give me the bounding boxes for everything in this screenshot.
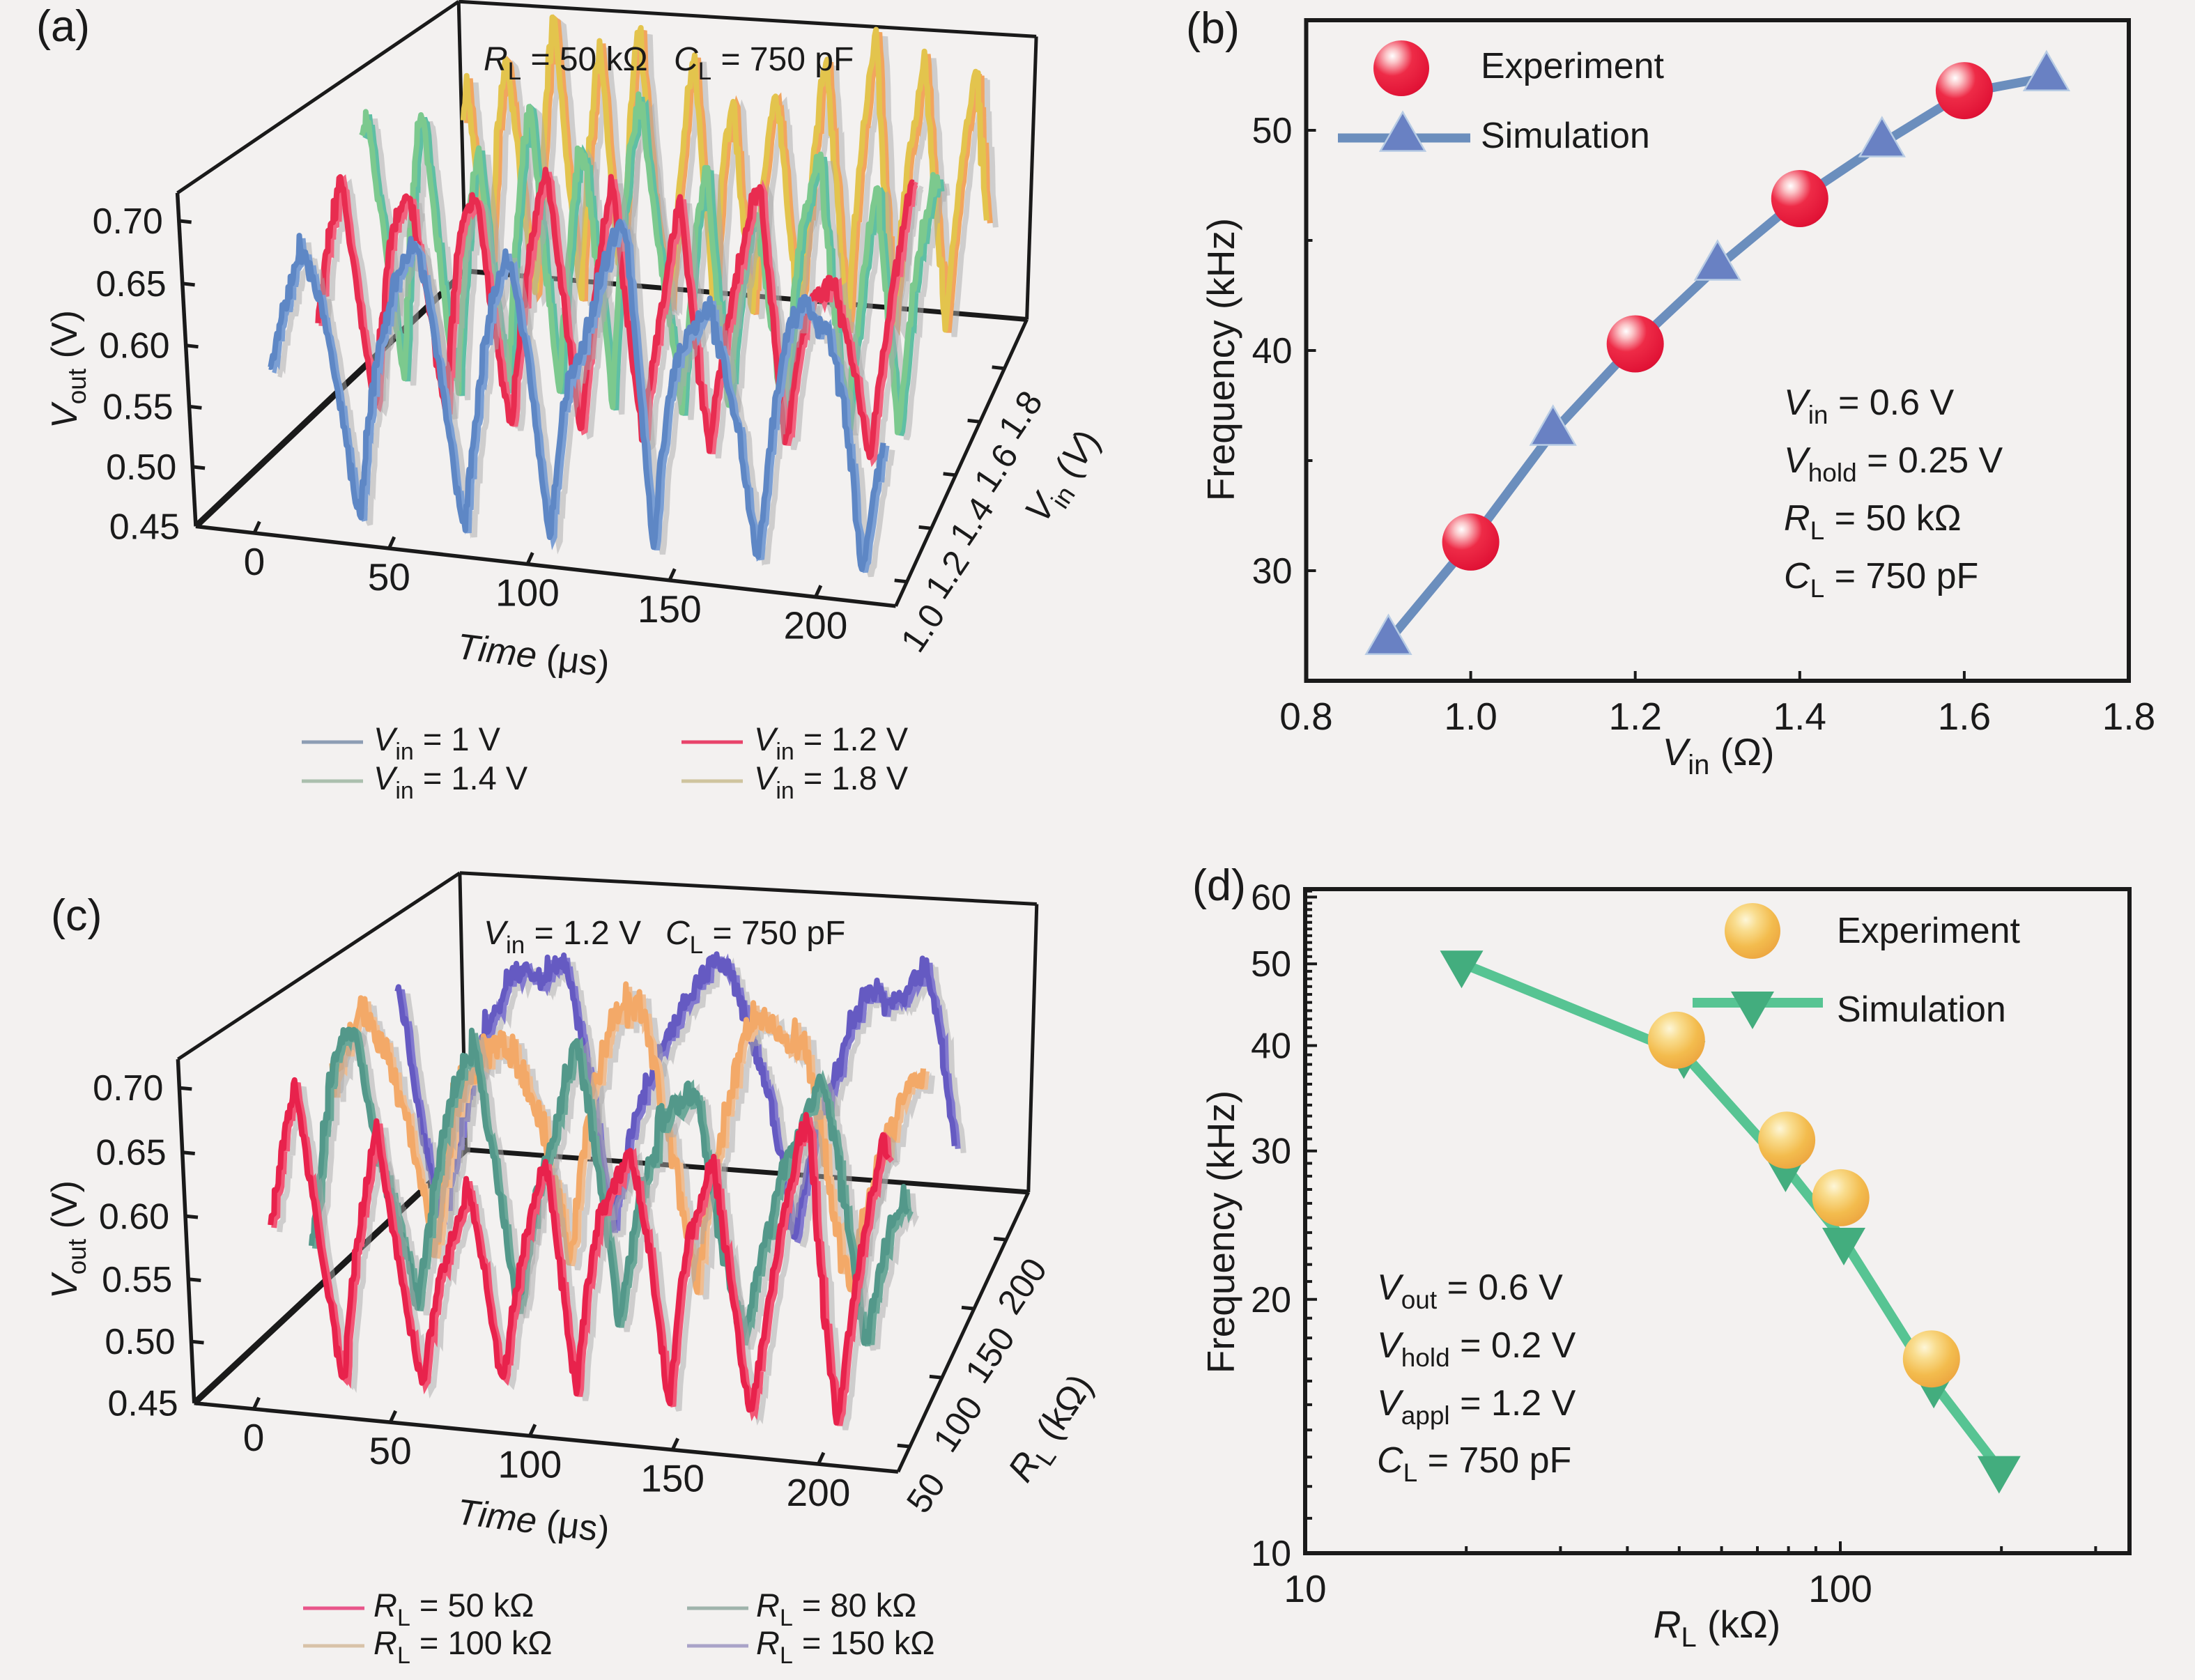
svg-text:0.55: 0.55 [102, 1260, 172, 1300]
svg-text:200: 200 [784, 604, 848, 647]
svg-text:Vin = 1.2 V: Vin = 1.2 V [754, 720, 909, 765]
svg-text:0.45: 0.45 [107, 1384, 178, 1424]
svg-text:0: 0 [244, 540, 265, 583]
svg-text:0.55: 0.55 [102, 387, 173, 427]
svg-text:0.50: 0.50 [105, 1322, 175, 1362]
svg-text:100: 100 [1808, 1567, 1872, 1610]
svg-text:CL = 750 pF: CL = 750 pF [665, 915, 845, 959]
svg-text:Vin = 1 V: Vin = 1 V [373, 720, 501, 765]
svg-text:Vout (V): Vout (V) [45, 310, 91, 429]
svg-text:30: 30 [1251, 1132, 1291, 1172]
svg-text:50: 50 [369, 1429, 412, 1472]
svg-text:Time (μs): Time (μs) [454, 1492, 612, 1550]
svg-text:1.6: 1.6 [1938, 695, 1991, 738]
svg-text:Experiment: Experiment [1837, 911, 2021, 951]
svg-text:1.4: 1.4 [1773, 695, 1826, 738]
svg-text:(d): (d) [1192, 861, 1246, 910]
svg-text:0.70: 0.70 [93, 1068, 163, 1109]
svg-text:10: 10 [1251, 1534, 1291, 1574]
svg-text:150: 150 [638, 587, 702, 631]
svg-text:(b): (b) [1186, 4, 1240, 53]
svg-text:1.2: 1.2 [1608, 695, 1661, 738]
svg-text:30: 30 [1252, 551, 1293, 592]
svg-text:RL = 50 kΩ: RL = 50 kΩ [484, 41, 647, 85]
svg-text:(c): (c) [51, 891, 102, 940]
svg-text:0.60: 0.60 [99, 326, 169, 367]
svg-text:Vin = 0.6 V: Vin = 0.6 V [1784, 383, 1954, 429]
svg-text:0: 0 [243, 1416, 265, 1459]
svg-text:Time (μs): Time (μs) [454, 626, 612, 685]
svg-text:40: 40 [1252, 331, 1293, 371]
svg-text:0.70: 0.70 [93, 201, 163, 242]
svg-text:(a): (a) [36, 2, 90, 51]
svg-text:20: 20 [1251, 1280, 1291, 1320]
svg-text:50: 50 [1252, 111, 1293, 151]
svg-text:10: 10 [1284, 1567, 1326, 1610]
svg-text:Vin = 1.8 V: Vin = 1.8 V [754, 760, 909, 804]
svg-text:Simulation: Simulation [1481, 116, 1650, 156]
svg-text:0.50: 0.50 [106, 447, 176, 488]
svg-text:Experiment: Experiment [1481, 46, 1665, 86]
svg-text:0.65: 0.65 [95, 264, 166, 305]
svg-text:1.8: 1.8 [2102, 695, 2155, 738]
svg-text:50: 50 [1251, 944, 1291, 985]
svg-text:100: 100 [498, 1443, 562, 1486]
svg-text:1.0: 1.0 [1444, 695, 1497, 738]
svg-text:150: 150 [640, 1457, 704, 1500]
svg-text:RL (kΩ): RL (kΩ) [1654, 1603, 1781, 1653]
svg-text:RL = 50 kΩ: RL = 50 kΩ [1784, 498, 1962, 545]
svg-text:Frequency (kHz): Frequency (kHz) [1199, 1091, 1242, 1373]
svg-text:0.45: 0.45 [109, 507, 180, 547]
svg-text:RL = 150 kΩ: RL = 150 kΩ [756, 1624, 935, 1669]
svg-text:40: 40 [1251, 1026, 1291, 1067]
svg-text:CL = 750 pF: CL = 750 pF [674, 41, 854, 85]
svg-text:Vout = 0.6 V: Vout = 0.6 V [1377, 1267, 1563, 1314]
svg-text:200: 200 [787, 1471, 851, 1514]
svg-text:Vout (V): Vout (V) [45, 1180, 91, 1299]
svg-text:Vhold = 0.25 V: Vhold = 0.25 V [1784, 440, 2003, 487]
svg-text:100: 100 [495, 571, 560, 615]
svg-text:CL = 750 pF: CL = 750 pF [1784, 556, 1978, 603]
svg-text:Vin = 1.4 V: Vin = 1.4 V [373, 760, 528, 804]
svg-text:RL = 100 kΩ: RL = 100 kΩ [373, 1624, 553, 1669]
svg-text:RL = 80 kΩ: RL = 80 kΩ [756, 1587, 916, 1631]
svg-text:0.65: 0.65 [95, 1133, 166, 1173]
svg-text:Vin = 1.2 V: Vin = 1.2 V [484, 915, 641, 959]
svg-text:Vhold = 0.2 V: Vhold = 0.2 V [1377, 1325, 1576, 1372]
svg-text:0.8: 0.8 [1279, 695, 1332, 738]
svg-text:CL = 750 pF: CL = 750 pF [1377, 1440, 1571, 1487]
svg-text:Simulation: Simulation [1837, 989, 2006, 1030]
svg-text:Vin (Ω): Vin (Ω) [1663, 730, 1775, 780]
svg-text:RL = 50 kΩ: RL = 50 kΩ [373, 1587, 534, 1631]
svg-text:50: 50 [368, 555, 410, 599]
svg-text:60: 60 [1251, 877, 1291, 918]
svg-text:Frequency (kHz): Frequency (kHz) [1199, 218, 1242, 501]
svg-text:Vappl = 1.2 V: Vappl = 1.2 V [1377, 1383, 1576, 1430]
svg-text:0.60: 0.60 [99, 1196, 169, 1237]
